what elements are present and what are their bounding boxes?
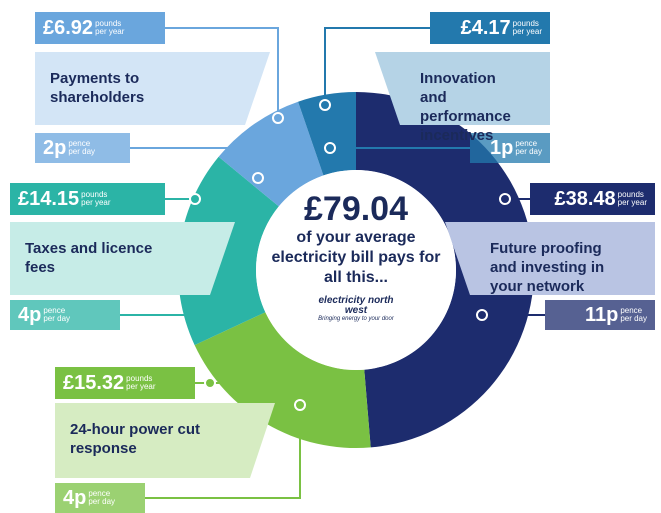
unit: pounds per year [513,20,542,36]
dot [324,142,336,154]
wedge [298,92,356,176]
value-box [35,12,165,44]
bracket [145,382,301,499]
unit-1: pence [43,306,66,315]
day-box [55,483,145,513]
unit: pence per day [43,307,70,323]
day-label: 1p pence per day [478,133,542,163]
day-text: 4p [63,486,87,509]
day-label: 2p pence per day [43,133,122,163]
bracket [324,27,470,149]
unit-2: per day [68,147,96,156]
unit: pounds per year [618,191,647,207]
unit-1: pence [68,139,91,148]
value-label: £14.15 pounds per year [18,183,157,215]
total: £79.04 [304,190,408,228]
day-box [10,300,120,330]
day-label: 4p pence per day [63,483,137,513]
unit-2: per year [95,27,125,36]
unit-2: per year [512,27,542,36]
center-text: of your average electricity bill pays fo… [271,229,441,286]
tagline: Bringing energy to your door [318,316,394,322]
value-label: £6.92 pounds per year [43,12,157,44]
category-name: Taxes and licence fees [25,240,153,276]
unit-1: pence [88,489,111,498]
bracket [130,27,279,149]
unit: pence per day [620,307,647,323]
day-text: 4p [18,303,42,326]
unit-2: per year [617,198,647,207]
wedge [356,92,535,448]
value-label: £38.48 pounds per year [538,183,647,215]
logo: electricity north west [318,295,394,316]
day-box [35,133,130,163]
value-box [55,367,195,399]
dot [499,193,511,205]
value-text: £14.15 [18,187,80,210]
value-box [430,12,550,44]
day-label: 11p pence per day [553,300,647,330]
value-box [10,183,165,215]
name-box [375,52,550,125]
dot [252,172,264,184]
value-text: £15.32 [63,371,125,394]
unit-2: per day [515,147,542,156]
unit-1: pounds [126,374,153,383]
name-box [35,52,270,125]
unit-1: pence [620,306,643,315]
unit-1: pounds [95,19,122,28]
wedge [178,156,279,346]
unit: pounds per year [95,20,124,36]
category-name: Payments to shareholders [50,70,145,106]
category-name: 24-hour power cut response [70,421,201,457]
dot [204,377,216,389]
day-label: 4p pence per day [18,300,112,330]
dot [294,399,306,411]
unit: pence per day [515,140,542,156]
dot [476,309,488,321]
unit-1: pounds [512,19,539,28]
unit-2: per year [81,198,111,207]
dot [189,193,201,205]
day-text: 11p [584,303,619,326]
unit: pounds per year [81,191,110,207]
category-name: Innovation and performance incentives [420,70,511,144]
wedge [194,312,371,448]
unit-1: pounds [617,190,644,199]
unit-2: per day [88,497,116,506]
center-panel: £79.04 of your average electricity bill … [256,190,456,322]
unit: pence per day [68,140,95,156]
center-circle [256,170,456,370]
value-text: £4.17 [460,16,511,39]
unit-1: pence [515,139,538,148]
day-box [545,300,655,330]
dot [319,99,331,111]
value-label: £4.17 pounds per year [438,12,542,44]
category-name: Future proofing and investing in your ne… [490,240,605,295]
day-text: 2p [43,136,67,159]
wedge [218,101,324,207]
day-text: 1p [489,136,514,159]
value-label: £15.32 pounds per year [63,367,187,399]
name-box [10,222,235,295]
name-box [445,222,655,295]
value-text: £6.92 [43,16,94,39]
unit-2: per year [126,382,156,391]
dot [272,112,284,124]
unit-2: per day [620,314,647,323]
unit: pounds per year [126,375,155,391]
unit-1: pounds [81,190,108,199]
donut [178,92,535,448]
unit-2: per day [43,314,71,323]
day-box [470,133,550,163]
value-box [530,183,655,215]
value-text: £38.48 [554,187,616,210]
name-box [55,403,275,478]
unit: pence per day [88,490,115,506]
